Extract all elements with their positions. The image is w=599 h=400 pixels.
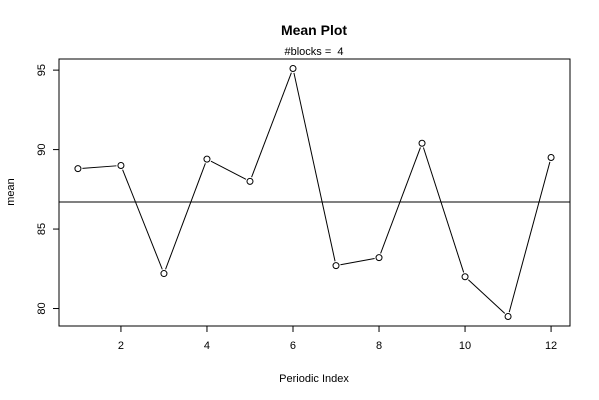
series-segment — [380, 147, 421, 254]
data-point — [203, 155, 211, 163]
chart-title: Mean Plot — [281, 22, 347, 38]
y-axis-label: mean — [5, 178, 17, 206]
x-tick-label: 10 — [459, 340, 471, 352]
y-tick-label: 85 — [36, 223, 48, 235]
data-point — [461, 273, 469, 281]
series-segment — [422, 147, 465, 273]
chart-subtitle: #blocks = 4 — [284, 46, 343, 58]
plot-frame — [58, 58, 571, 327]
x-tick-label: 4 — [204, 340, 210, 352]
series-segment — [251, 72, 292, 178]
series-segment — [293, 72, 336, 262]
data-point — [418, 139, 426, 147]
x-tick-label: 12 — [545, 340, 557, 352]
data-point — [375, 254, 383, 262]
data-point — [504, 312, 512, 320]
y-tick-label: 80 — [36, 302, 48, 314]
series-segment — [468, 279, 506, 314]
series-segment — [122, 169, 163, 270]
x-tick-label: 2 — [118, 340, 124, 352]
data-point — [160, 270, 168, 278]
data-point — [74, 165, 82, 173]
series-segment — [82, 165, 117, 169]
y-tick-label: 90 — [36, 143, 48, 155]
series-segment — [508, 161, 551, 313]
x-tick-label: 8 — [376, 340, 382, 352]
plot-marks: 2 4 6 8 10 12 80 85 90 95 — [36, 64, 570, 352]
data-point — [547, 154, 555, 162]
series-segment — [340, 257, 375, 266]
x-tick-label: 6 — [290, 340, 296, 352]
data-point — [117, 161, 125, 169]
data-point — [289, 65, 297, 73]
x-axis-label: Periodic Index — [279, 373, 349, 385]
y-tick-label: 95 — [36, 64, 48, 76]
data-point — [246, 177, 254, 185]
series-segment — [210, 160, 247, 180]
data-point — [332, 262, 340, 270]
series-segment — [165, 163, 206, 270]
